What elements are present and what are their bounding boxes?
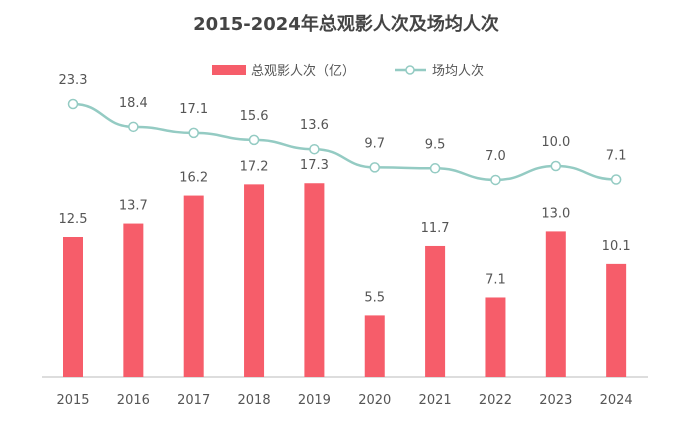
x-tick-2017: 2017 xyxy=(177,393,210,408)
bar-2018 xyxy=(244,184,265,377)
bar-label-2018: 17.2 xyxy=(240,159,269,174)
legend: 总观影人次（亿） 场均人次 xyxy=(212,63,484,79)
bar-2019 xyxy=(304,183,325,377)
bar-2024 xyxy=(606,263,627,377)
line-point-2017 xyxy=(188,127,199,139)
bar-label-2022: 7.1 xyxy=(485,272,506,287)
x-tick-2016: 2016 xyxy=(117,393,150,408)
bar-2020 xyxy=(364,315,385,377)
legend-line-label: 场均人次 xyxy=(432,63,484,79)
line-label-2019: 13.6 xyxy=(300,118,329,133)
line-point-2019 xyxy=(309,143,320,155)
line-point-2016 xyxy=(128,121,139,133)
x-tick-2020: 2020 xyxy=(358,393,391,408)
bar-label-2023: 13.0 xyxy=(541,206,570,221)
bar-label-2024: 10.1 xyxy=(602,239,631,254)
line-label-2018: 15.6 xyxy=(240,109,269,124)
bar-label-2015: 12.5 xyxy=(59,212,88,227)
legend-bar-swatch xyxy=(212,65,246,75)
bar-2015 xyxy=(63,237,83,377)
legend-bar-label: 总观影人次（亿） xyxy=(251,63,355,79)
line-point-2015 xyxy=(67,98,79,110)
chart-title: 2015-2024年总观影人次及场均人次 xyxy=(193,13,499,35)
x-tick-2015: 2015 xyxy=(56,393,89,408)
x-tick-2022: 2022 xyxy=(479,393,512,408)
line-point-2023 xyxy=(550,160,562,172)
bar-label-2019: 17.3 xyxy=(300,158,329,173)
bar-2017 xyxy=(183,195,204,377)
bar-2021 xyxy=(425,245,446,377)
line-point-2018 xyxy=(248,134,260,146)
line-point-2020 xyxy=(369,162,380,173)
x-tick-2018: 2018 xyxy=(238,393,271,408)
x-tick-2019: 2019 xyxy=(298,393,331,408)
bar-2022 xyxy=(485,297,506,377)
bar-label-2017: 16.2 xyxy=(179,171,208,186)
line-point-2022 xyxy=(490,174,501,186)
bar-label-2016: 13.7 xyxy=(119,199,148,214)
line-label-2020: 9.7 xyxy=(364,136,385,151)
legend-line-marker xyxy=(405,65,415,75)
line-label-2016: 18.4 xyxy=(119,96,148,111)
bar-2016 xyxy=(123,223,144,377)
line-label-2024: 7.1 xyxy=(606,148,627,163)
x-tick-2024: 2024 xyxy=(600,393,633,408)
bar-label-2020: 5.5 xyxy=(364,290,385,305)
line-series xyxy=(72,102,617,182)
x-tick-2021: 2021 xyxy=(419,393,452,408)
line-point-2021 xyxy=(429,163,441,174)
line-label-2021: 9.5 xyxy=(425,137,446,152)
x-tick-2023: 2023 xyxy=(539,393,572,408)
bar-label-2021: 11.7 xyxy=(421,221,450,236)
line-label-2023: 10.0 xyxy=(541,135,570,150)
line-point-2024 xyxy=(610,174,622,185)
line-label-2017: 17.1 xyxy=(179,102,208,117)
bar-2023 xyxy=(545,231,566,377)
line-label-2022: 7.0 xyxy=(485,149,506,164)
line-label-2015: 23.3 xyxy=(59,73,88,88)
